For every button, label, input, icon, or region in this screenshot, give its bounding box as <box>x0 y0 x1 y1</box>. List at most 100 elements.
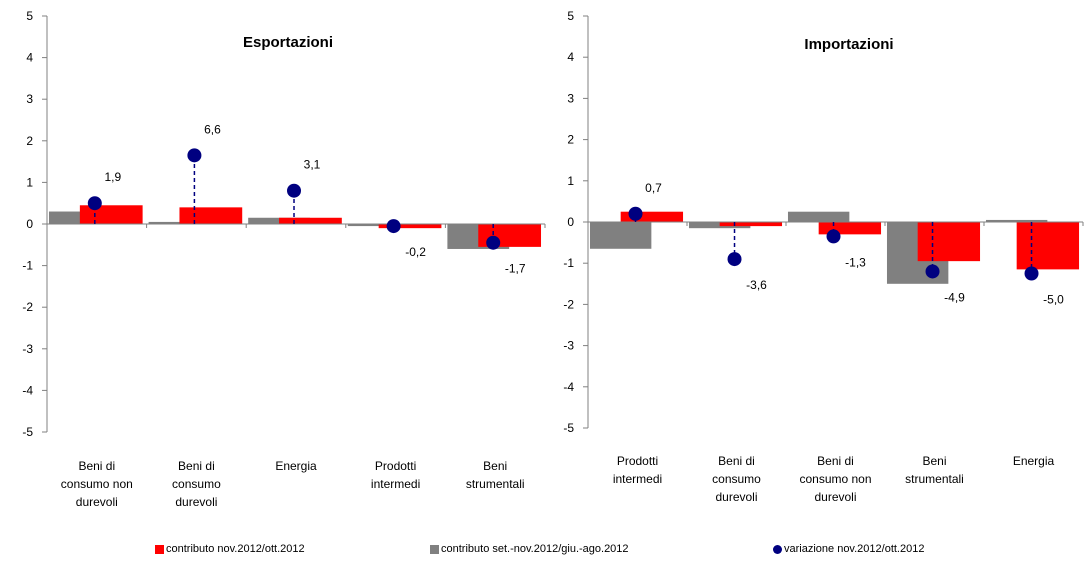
category-label-line: strumentali <box>905 472 964 486</box>
variazione-point <box>925 264 940 279</box>
category-label-line: consumo non <box>61 477 133 491</box>
variazione-point <box>386 219 401 234</box>
variazione-data-label: -5,0 <box>1043 293 1064 307</box>
category-label-line: Beni di <box>178 459 215 473</box>
variazione-data-label: -1,7 <box>505 262 526 276</box>
y-tick-label: -3 <box>22 342 33 356</box>
y-tick-label: 3 <box>567 91 574 105</box>
category-label: Beni di consumo non durevoli <box>61 459 133 509</box>
variazione-point <box>1024 266 1039 281</box>
variazione-data-label: 6,6 <box>204 122 221 136</box>
variazione-data-label: -3,6 <box>746 278 767 292</box>
y-tick-label: -1 <box>22 259 33 273</box>
y-tick-label: 4 <box>26 51 33 65</box>
variazione-data-label: 3,1 <box>304 158 321 172</box>
y-tick-label: -3 <box>563 339 574 353</box>
category-label-line: intermedi <box>613 472 662 486</box>
chart-legend: contributo nov.2012/ott.2012 contributo … <box>0 543 1090 561</box>
y-tick-label: 5 <box>567 9 574 23</box>
category-label-line: intermedi <box>371 477 420 491</box>
variazione-data-label: -1,3 <box>845 255 866 269</box>
legend-item-contributo-mese: contributo nov.2012/ott.2012 <box>155 543 305 555</box>
variazione-data-label: 0,7 <box>645 181 662 195</box>
variazione-point <box>628 206 643 221</box>
category-label: Beni strumentali <box>905 454 964 486</box>
variazione-point <box>826 229 841 244</box>
bar-contributo-mese <box>719 222 783 227</box>
chart-title: Importazioni <box>804 36 893 53</box>
category-label-line: durevoli <box>814 490 856 504</box>
y-tick-label: 0 <box>26 217 33 231</box>
variazione-data-label: -4,9 <box>944 290 965 304</box>
category-label-line: consumo non <box>799 472 871 486</box>
y-tick-label: 2 <box>26 134 33 148</box>
y-tick-label: -4 <box>22 383 33 397</box>
category-label: Beni di consumo durevoli <box>712 454 761 504</box>
bar-contributo-mese <box>1016 222 1080 270</box>
legend-label: contributo set.-nov.2012/giu.-ago.2012 <box>441 543 629 555</box>
category-label-line: consumo <box>712 472 761 486</box>
variazione-point <box>187 148 202 163</box>
y-tick-label: -2 <box>22 300 33 314</box>
category-label-line: Beni di <box>718 454 755 468</box>
category-label-line: durevoli <box>175 495 217 509</box>
bar-contributo-trimestre <box>148 221 211 224</box>
category-label-line: Beni di <box>78 459 115 473</box>
category-label-line: durevoli <box>715 490 757 504</box>
legend-label: variazione nov.2012/ott.2012 <box>784 543 925 555</box>
y-tick-label: 0 <box>567 215 574 229</box>
y-tick-label: -5 <box>22 425 33 439</box>
chart-importazioni: 5 4 3 2 1 0 -1 -2 -3 -4 -5 0,7 -3,6 -1,3 -4,9 -5,0 Prodo… <box>563 9 1084 504</box>
category-label: Beni strumentali <box>466 459 525 491</box>
legend-item-contributo-trimestre: contributo set.-nov.2012/giu.-ago.2012 <box>430 543 629 555</box>
y-tick-label: -5 <box>563 421 574 435</box>
category-label-line: consumo <box>172 477 221 491</box>
category-label-line: Prodotti <box>617 454 658 468</box>
category-label: Prodotti intermedi <box>613 454 662 486</box>
y-tick-label: 1 <box>26 175 33 189</box>
category-label-line: Prodotti <box>375 459 416 473</box>
category-label: Prodotti intermedi <box>371 459 420 491</box>
legend-dot-icon <box>773 544 782 554</box>
bar-contributo-mese <box>79 205 143 224</box>
y-tick-label: 3 <box>26 92 33 106</box>
chart-esportazioni: 5 4 3 2 1 0 -1 -2 -3 -4 -5 1,9 6,6 3,1 -0,2 -1,7 Beni di… <box>22 9 546 509</box>
bar-contributo-mese <box>620 211 684 222</box>
y-tick-label: -1 <box>563 256 574 270</box>
legend-swatch-gray <box>430 544 439 554</box>
variazione-point <box>486 235 501 250</box>
variazione-point <box>727 252 742 267</box>
category-label-line: strumentali <box>466 477 525 491</box>
bar-contributo-mese <box>179 207 243 224</box>
category-label: Energia <box>1013 454 1055 468</box>
category-label-line: durevoli <box>76 495 118 509</box>
variazione-point <box>87 196 102 211</box>
bar-contributo-trimestre <box>787 211 850 222</box>
y-tick-label: -2 <box>563 297 574 311</box>
legend-swatch-red <box>155 544 164 554</box>
variazione-data-label: -0,2 <box>405 245 426 259</box>
legend-label: contributo nov.2012/ott.2012 <box>166 543 305 555</box>
category-label: Energia <box>275 459 317 473</box>
category-label-line: Energia <box>1013 454 1055 468</box>
category-label: Beni di consumo durevoli <box>172 459 221 509</box>
variazione-point <box>287 183 302 198</box>
category-label-line: Beni <box>483 459 507 473</box>
bar-contributo-mese <box>279 217 342 224</box>
charts-canvas: 5 4 3 2 1 0 -1 -2 -3 -4 -5 1,9 6,6 3,1 -0,2 -1,7 Beni di… <box>22 9 1084 509</box>
bar-contributo-trimestre <box>985 219 1048 222</box>
legend-item-variazione: variazione nov.2012/ott.2012 <box>773 543 924 555</box>
y-tick-label: 4 <box>567 50 574 64</box>
bar-contributo-mese <box>917 222 981 262</box>
category-label-line: Beni <box>922 454 946 468</box>
y-tick-label: -4 <box>563 380 574 394</box>
bar-contributo-mese <box>378 224 442 229</box>
chart-title: Esportazioni <box>243 34 333 51</box>
y-tick-label: 1 <box>567 174 574 188</box>
category-label-line: Beni di <box>817 454 854 468</box>
y-tick-label: 2 <box>567 133 574 147</box>
bar-contributo-trimestre <box>589 222 652 249</box>
category-label-line: Energia <box>275 459 317 473</box>
variazione-data-label: 1,9 <box>104 170 121 184</box>
y-tick-label: 5 <box>26 9 33 23</box>
